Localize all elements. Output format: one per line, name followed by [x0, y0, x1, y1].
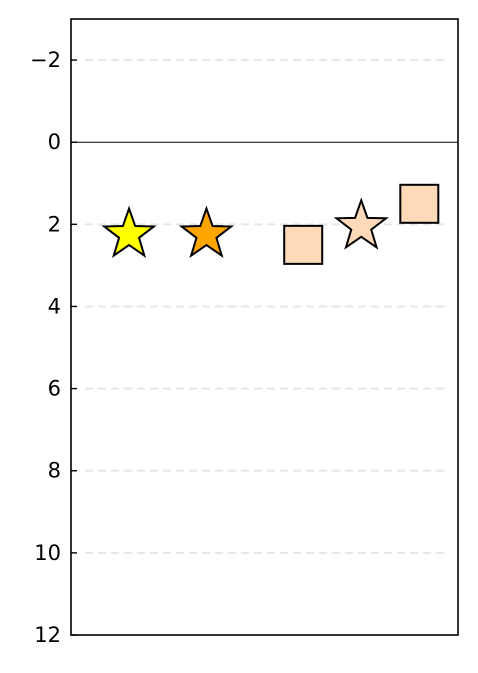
data-points	[101, 183, 440, 265]
grid-lines	[85, 59, 444, 554]
square-marker	[399, 183, 440, 224]
star-marker	[333, 197, 389, 250]
y-tick-label: 6	[48, 377, 61, 401]
star-marker	[101, 205, 157, 259]
y-tick-label: 10	[34, 541, 61, 565]
y-axis-ticks: −2 0 2 4 6 8 10 12	[30, 48, 77, 647]
plot-frame	[70, 18, 459, 636]
y-tick-label: 2	[48, 212, 61, 236]
square-marker	[283, 224, 324, 265]
y-tick-label: −2	[30, 48, 61, 72]
y-tick-label: 8	[48, 459, 61, 483]
y-tick-label: 12	[34, 623, 61, 647]
y-tick-label: 4	[48, 294, 61, 318]
star-marker	[178, 205, 235, 259]
y-tick-label: 0	[48, 130, 61, 154]
